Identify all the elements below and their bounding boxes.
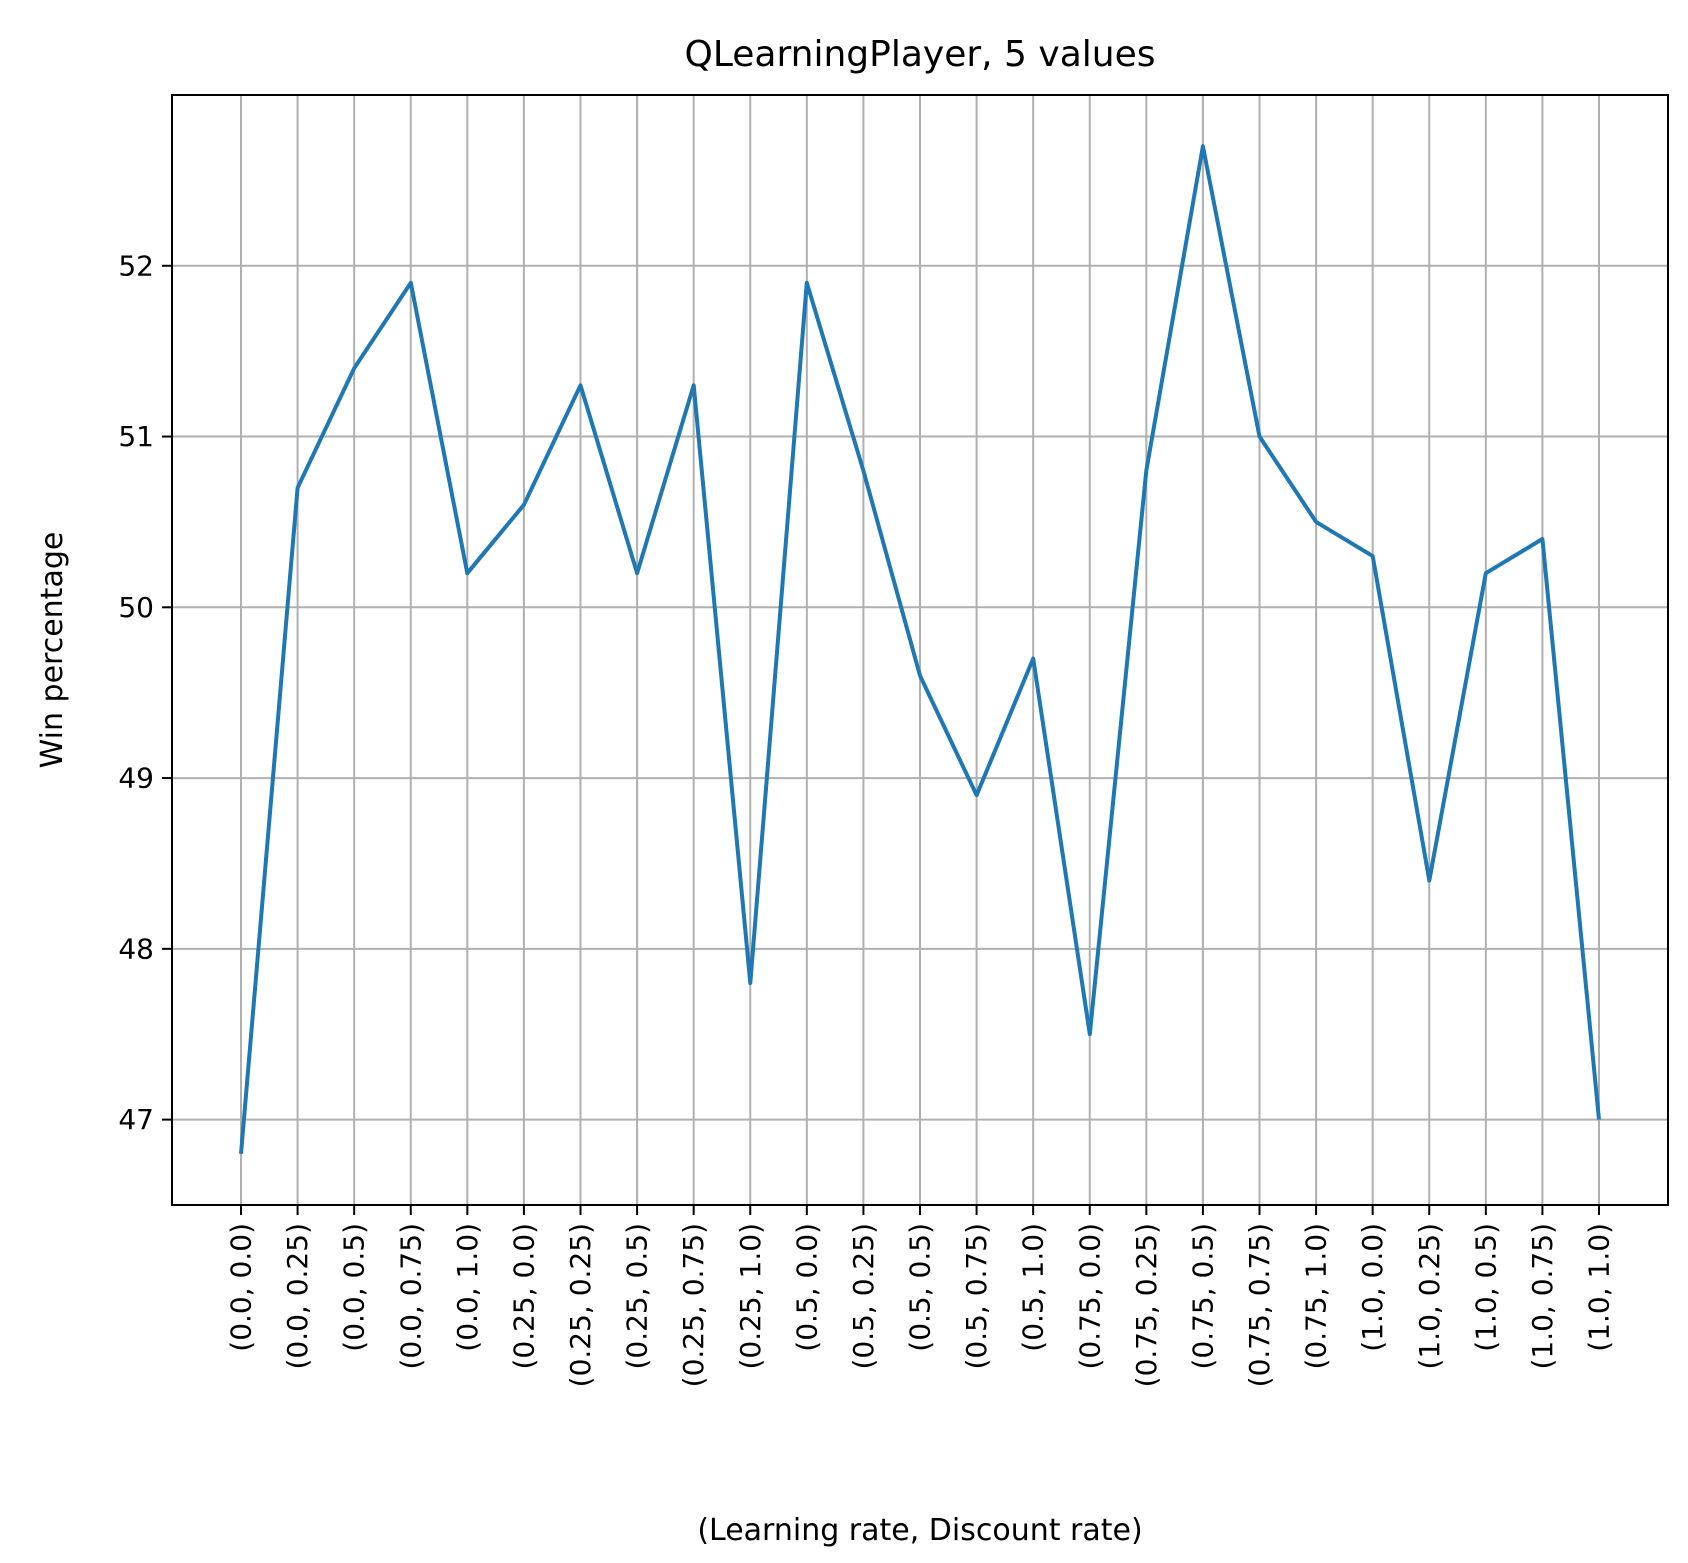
x-tick-label: (0.25, 1.0) — [734, 1223, 767, 1370]
x-tick-label: (0.0, 0.0) — [225, 1223, 258, 1352]
x-tick-label: (0.75, 0.25) — [1130, 1223, 1163, 1387]
x-axis-label: (Learning rate, Discount rate) — [697, 1513, 1142, 1548]
x-tick-label: (0.75, 0.5) — [1186, 1223, 1219, 1370]
x-tick-label: (0.75, 1.0) — [1300, 1223, 1333, 1370]
x-tick-label: (1.0, 0.25) — [1413, 1223, 1446, 1370]
x-tick-label: (0.0, 1.0) — [451, 1223, 484, 1352]
axis-ticks: (0.0, 0.0) (0.0, 0.25) (0.0, 0.5) (0.0, 0.7… — [118, 249, 1615, 1387]
y-tick-label: 50 — [118, 591, 154, 624]
x-tick-label: (0.5, 1.0) — [1017, 1223, 1050, 1352]
y-tick-label: 52 — [118, 249, 154, 282]
x-tick-label: (0.5, 0.5) — [904, 1223, 937, 1352]
x-tick-label: (0.75, 0.75) — [1243, 1223, 1276, 1387]
x-tick-label: (1.0, 1.0) — [1583, 1223, 1616, 1352]
x-tick-label: (0.25, 0.25) — [564, 1223, 597, 1387]
grid-lines — [172, 95, 1668, 1205]
y-tick-label: 49 — [118, 762, 154, 795]
y-tick-label: 47 — [118, 1103, 154, 1136]
x-tick-label: (0.5, 0.25) — [847, 1223, 880, 1370]
x-tick-label: (0.0, 0.75) — [394, 1223, 427, 1370]
chart-title: QLearningPlayer, 5 values — [685, 34, 1156, 75]
x-tick-label: (0.5, 0.0) — [790, 1223, 823, 1352]
y-tick-label: 51 — [118, 420, 154, 453]
x-tick-label: (1.0, 0.5) — [1469, 1223, 1502, 1352]
y-axis-label: Win percentage — [35, 532, 70, 769]
x-tick-label: (1.0, 0.75) — [1526, 1223, 1559, 1370]
series-line-layer — [239, 144, 1601, 1154]
x-tick-label: (0.25, 0.5) — [621, 1223, 654, 1370]
x-tick-label: (0.5, 0.75) — [960, 1223, 993, 1370]
x-tick-label: (0.0, 0.25) — [281, 1223, 314, 1370]
x-tick-label: (0.0, 0.5) — [338, 1223, 371, 1352]
series-line — [239, 144, 1601, 1154]
x-tick-label: (0.75, 0.0) — [1073, 1223, 1106, 1370]
y-tick-label: 48 — [118, 932, 154, 965]
x-tick-label: (1.0, 0.0) — [1356, 1223, 1389, 1352]
x-tick-label: (0.25, 0.0) — [507, 1223, 540, 1370]
x-tick-label: (0.25, 0.75) — [677, 1223, 710, 1387]
